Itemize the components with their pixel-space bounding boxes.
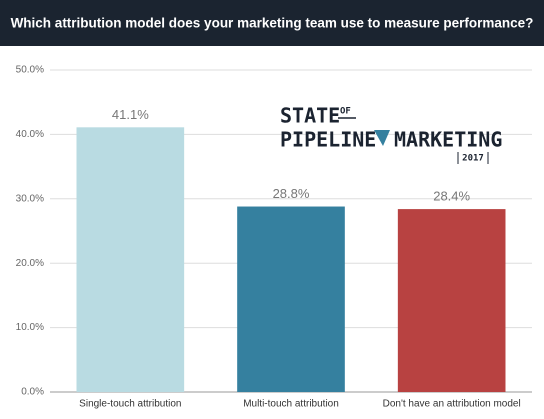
y-tick-label: 0.0%: [21, 387, 44, 398]
y-tick-label: 20.0%: [16, 258, 44, 269]
y-tick-label: 30.0%: [16, 193, 44, 204]
logo-text: MARKETING: [394, 128, 502, 152]
x-tick-label: Multi-touch attribution: [243, 399, 339, 410]
y-tick-label: 50.0%: [16, 65, 44, 76]
bar: [397, 209, 506, 392]
chart-title: Which attribution model does your market…: [11, 16, 534, 31]
bar: [237, 206, 345, 392]
x-tick-label: Don't have an attribution model: [383, 399, 521, 410]
y-tick-label: 40.0%: [16, 129, 44, 140]
logo-text: STATE: [280, 104, 340, 128]
logo-funnel: [374, 130, 390, 146]
value-label: 41.1%: [112, 107, 149, 122]
y-tick-label: 10.0%: [16, 322, 44, 333]
header-bar: [0, 0, 544, 46]
value-label: 28.4%: [433, 189, 470, 204]
x-tick-label: Single-touch attribution: [79, 399, 181, 410]
logo: STATE OF PIPELINE MARKETING 2017: [280, 104, 502, 164]
bar: [76, 127, 185, 392]
logo-text: PIPELINE: [280, 128, 376, 152]
logo-text: 2017: [462, 154, 484, 164]
value-label: 28.8%: [273, 186, 310, 201]
logo-text: OF: [340, 107, 351, 117]
